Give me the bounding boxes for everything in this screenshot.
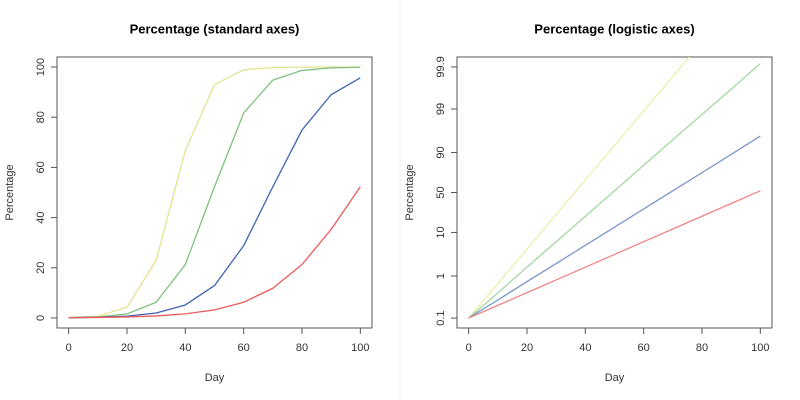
y-axis-label: Percentage (4, 164, 16, 220)
x-tick-label: 0 (466, 342, 472, 354)
y-tick-label: 0.1 (435, 310, 447, 325)
y-tick-label: 1 (435, 273, 447, 279)
y-tick-label: 100 (35, 58, 47, 76)
plot-frame (56, 56, 373, 329)
x-tick-label: 80 (296, 342, 308, 354)
x-axis-label: Day (605, 372, 625, 384)
y-tick-label: 90 (435, 146, 447, 158)
x-tick-label: 20 (121, 342, 133, 354)
x-tick-label: 40 (179, 342, 191, 354)
y-tick-label: 99 (435, 103, 447, 115)
series-line (468, 135, 761, 319)
x-tick-label: 60 (638, 342, 650, 354)
x-tick-label: 40 (579, 342, 591, 354)
series-line (68, 186, 361, 319)
chart-title: Percentage (logistic axes) (534, 21, 694, 36)
x-tick-label: 60 (238, 342, 250, 354)
x-tick-label: 100 (751, 342, 769, 354)
series-line (468, 190, 761, 319)
y-axis-label: Percentage (404, 164, 416, 220)
series-line (468, 57, 691, 319)
x-tick-label: 80 (696, 342, 708, 354)
y-tick-label: 99.9 (435, 56, 447, 77)
series-line (68, 66, 361, 319)
x-tick-label: 0 (66, 342, 72, 354)
x-axis-label: Day (205, 372, 225, 384)
y-tick-label: 80 (35, 111, 47, 123)
series-line (468, 63, 761, 319)
chart-title: Percentage (standard axes) (130, 21, 300, 36)
y-tick-label: 0 (35, 315, 47, 321)
y-tick-label: 60 (35, 161, 47, 173)
x-tick-label: 20 (521, 342, 533, 354)
y-tick-label: 10 (435, 226, 447, 238)
y-tick-label: 20 (35, 262, 47, 274)
x-tick-label: 100 (351, 342, 369, 354)
y-tick-label: 40 (35, 211, 47, 223)
series-line (68, 66, 361, 319)
y-tick-label: 50 (435, 186, 447, 198)
